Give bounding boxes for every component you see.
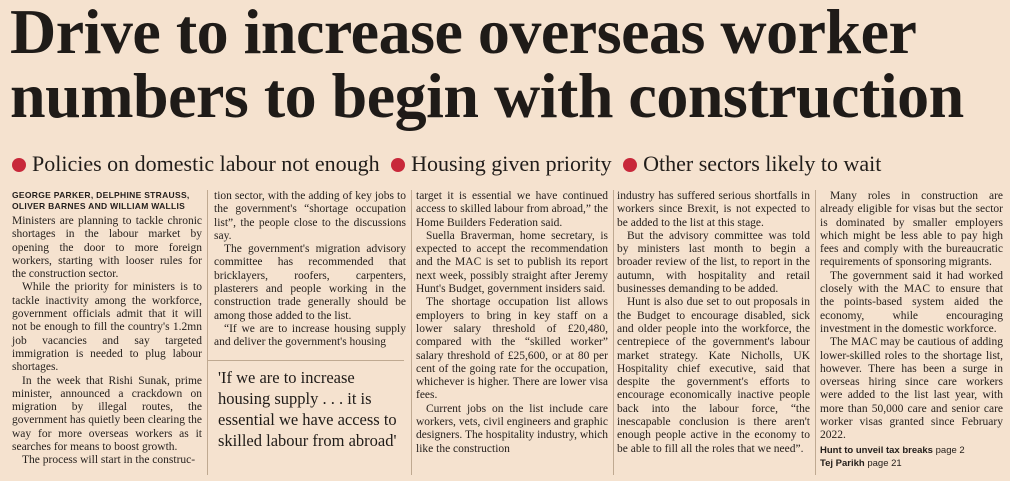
cross-ref-page: page 2	[935, 444, 965, 456]
bullet-dot-icon	[391, 158, 406, 172]
headline-line-1: Drive to increase overseas worker	[10, 0, 917, 67]
paragraph: The government said it had worked closel…	[820, 269, 1003, 335]
bullet-item: Other sectors likely to wait	[623, 150, 881, 178]
paragraph: “If we are to increase housing supply an…	[214, 322, 406, 349]
cross-ref-page: page 21	[867, 457, 902, 469]
standfirst-bullets: Policies on domestic labour not enough H…	[12, 150, 1002, 178]
bullet-text: Housing given priority	[411, 151, 612, 176]
bullet-item: Housing given priority	[391, 150, 612, 178]
paragraph: Suella Braverman, home secretary, is exp…	[416, 229, 608, 296]
cross-ref-link[interactable]: Tej Parikh page 21	[820, 457, 1003, 470]
bullet-text: Policies on domestic labour not enough	[32, 151, 380, 176]
bullet-item: Policies on domestic labour not enough	[12, 150, 380, 178]
paragraph: Current jobs on the list include care wo…	[416, 402, 608, 455]
pull-quote-rule	[208, 360, 404, 361]
headline: Drive to increase overseas worker number…	[10, 0, 1000, 128]
paragraph: Ministers are planning to tackle chronic…	[12, 215, 202, 281]
cross-references: Hunt to unveil tax breaks page 2 Tej Par…	[820, 444, 1003, 470]
paragraph: tion sector, with the adding of key jobs…	[214, 190, 406, 242]
byline-line-2: OLIVER BARNES AND WILLIAM WALLIS	[12, 201, 186, 211]
paragraph: Many roles in construction are already e…	[820, 190, 1003, 269]
article-column-5: Many roles in construction are already e…	[820, 190, 1003, 470]
bullet-text: Other sectors likely to wait	[643, 151, 882, 176]
column-divider	[207, 190, 208, 475]
paragraph: Hunt is also due set to out proposals in…	[617, 296, 810, 455]
paragraph: target it is essential we have continued…	[416, 190, 608, 229]
column-divider	[613, 190, 614, 475]
cross-ref-label: Tej Parikh	[820, 457, 865, 469]
byline-line-1: GEORGE PARKER, DELPHINE STRAUSS,	[12, 190, 190, 200]
paragraph: The shortage occupation list allows empl…	[416, 296, 608, 402]
article-column-2: tion sector, with the adding of key jobs…	[214, 190, 406, 350]
cross-ref-link[interactable]: Hunt to unveil tax breaks page 2	[820, 444, 1003, 457]
paragraph: The government's migration advisory comm…	[214, 243, 406, 322]
bullet-dot-icon	[623, 158, 638, 172]
article-column-3: target it is essential we have continued…	[416, 190, 608, 456]
paragraph: But the advisory committee was told by m…	[617, 229, 810, 296]
paragraph: In the week that Rishi Sunak, prime mini…	[12, 374, 202, 454]
paragraph: While the priority for ministers is to t…	[12, 281, 202, 374]
headline-line-2: numbers to begin with construction	[10, 60, 964, 131]
paragraph: The MAC may be cautious of adding lower-…	[820, 336, 1003, 442]
column-divider	[815, 190, 816, 475]
article-column-4: industry has suffered serious shortfalls…	[617, 190, 810, 456]
cross-ref-label: Hunt to unveil tax breaks	[820, 444, 933, 456]
article-column-1: GEORGE PARKER, DELPHINE STRAUSS, OLIVER …	[12, 190, 202, 468]
column-divider	[411, 190, 412, 475]
pull-quote: 'If we are to increase housing supply . …	[218, 368, 397, 450]
paragraph: industry has suffered serious shortfalls…	[617, 190, 810, 229]
paragraph: The process will start in the construc-	[22, 454, 196, 467]
bullet-dot-icon	[12, 158, 26, 172]
byline: GEORGE PARKER, DELPHINE STRAUSS, OLIVER …	[12, 190, 202, 212]
